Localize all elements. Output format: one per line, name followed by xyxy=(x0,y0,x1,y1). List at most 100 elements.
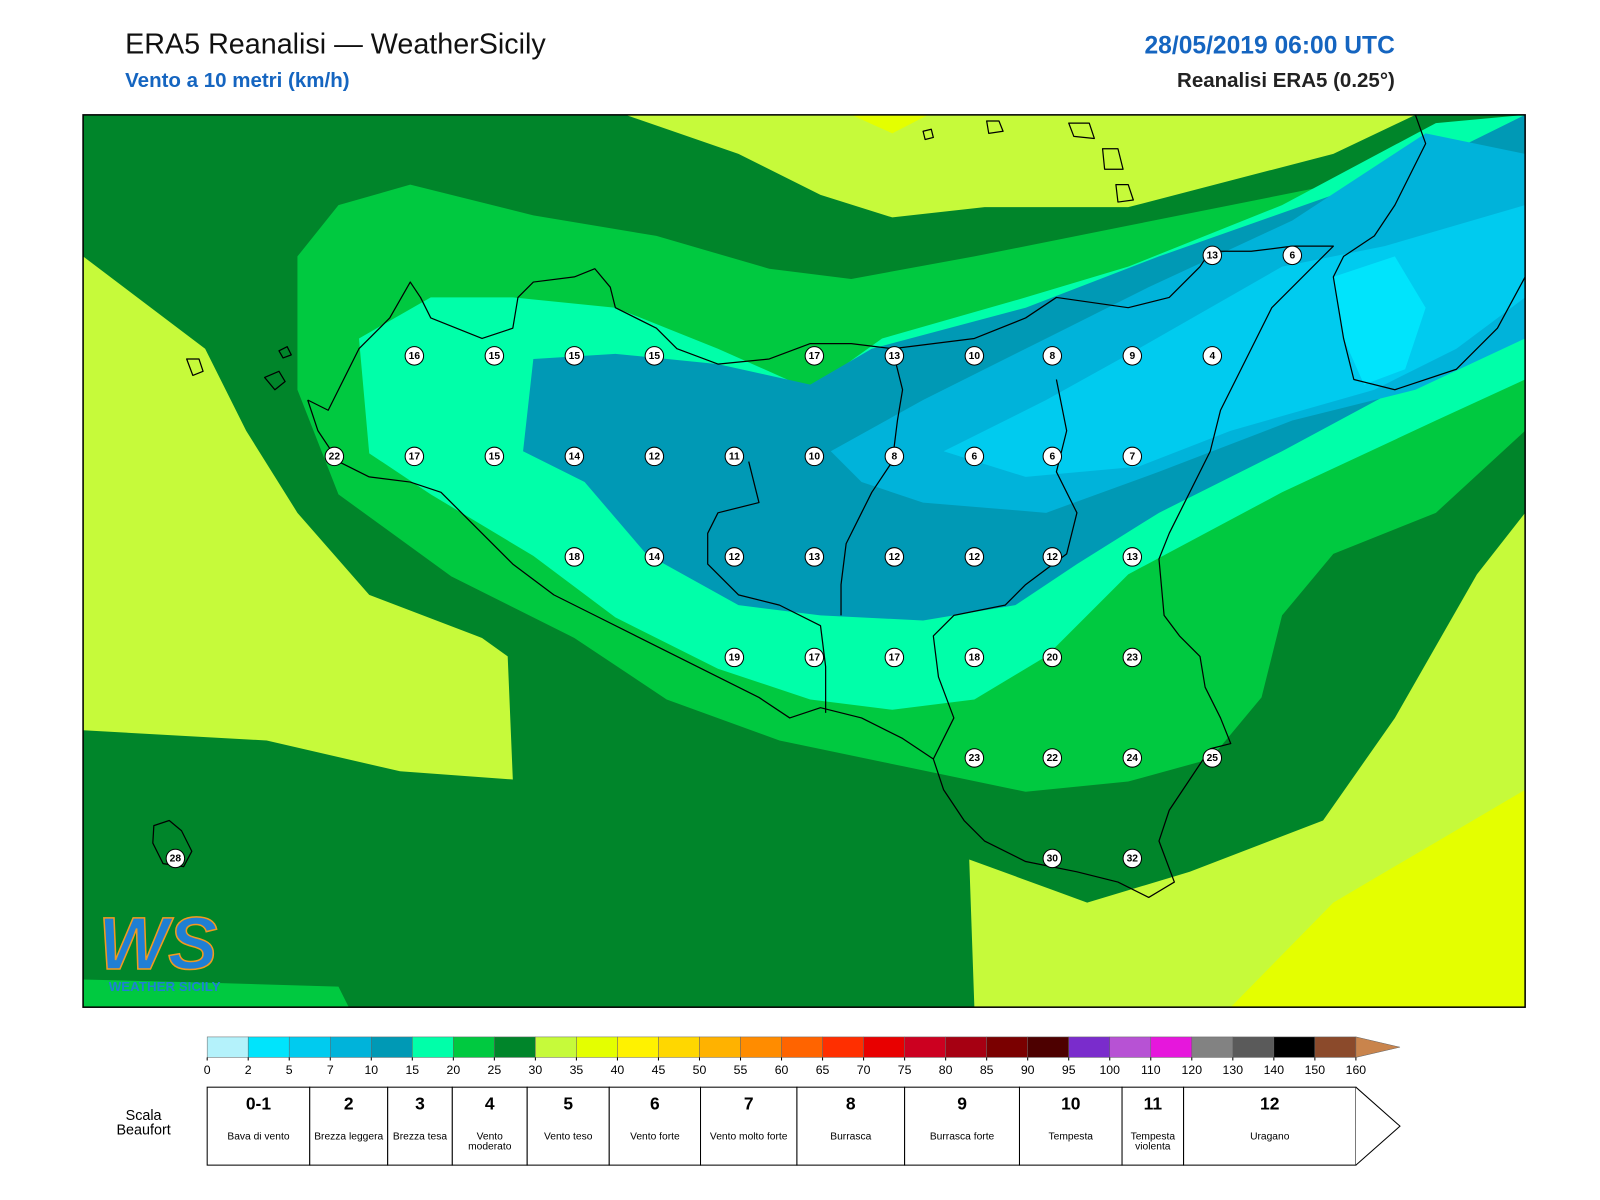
station-value: 20 xyxy=(1047,653,1059,664)
beaufort-box xyxy=(206,1086,311,1166)
station-marker xyxy=(1282,245,1303,266)
colorbar-tick-label: 150 xyxy=(1305,1063,1326,1077)
beaufort-force: 0-1 xyxy=(246,1094,271,1114)
beaufort-description-box: Tempesta xyxy=(1049,1132,1093,1142)
beaufort-description-box: Burrasca forte xyxy=(930,1132,994,1142)
province-border xyxy=(932,379,1078,760)
station-marker xyxy=(404,346,425,366)
logo-name: WEATHER SICILY xyxy=(109,979,221,994)
colorbar-tick-label: 25 xyxy=(488,1063,502,1077)
colorbar-tick-label: 35 xyxy=(570,1063,584,1077)
beaufort-arrow xyxy=(1355,1086,1401,1166)
colorbar-swatch xyxy=(453,1036,495,1058)
station-value: 15 xyxy=(489,452,501,463)
wind-band xyxy=(83,979,349,1008)
station-marker xyxy=(484,446,505,467)
colorbar-tick-label: 65 xyxy=(816,1063,830,1077)
province-border xyxy=(840,348,904,616)
colorbar-tick-label: 0 xyxy=(204,1063,211,1077)
station-marker xyxy=(564,346,585,366)
wind-field xyxy=(83,114,1526,1008)
subtitle: Vento a 10 metri (km/h) xyxy=(125,69,349,92)
station-value: 15 xyxy=(569,351,581,362)
coastline xyxy=(307,245,1334,899)
station-marker xyxy=(324,446,345,467)
beaufort-force: 3 xyxy=(415,1094,425,1114)
colorbar-swatch xyxy=(329,1036,372,1058)
colorbar-tick-label: 45 xyxy=(652,1063,666,1077)
beaufort-description-box: Vento teso xyxy=(543,1132,593,1143)
station-value: 17 xyxy=(889,653,901,664)
station-marker xyxy=(884,346,905,366)
beaufort-force: 12 xyxy=(1260,1094,1279,1114)
station-marker xyxy=(1122,346,1143,366)
colorbar-tick-label: 80 xyxy=(939,1063,953,1077)
colorbar-swatch xyxy=(1314,1036,1357,1058)
logo: WS WEATHER SICILY xyxy=(98,901,221,994)
beaufort-description-box: Uragano xyxy=(1250,1132,1289,1142)
station-value: 14 xyxy=(649,552,661,563)
station-marker xyxy=(964,547,985,567)
station-marker xyxy=(1042,848,1063,869)
beaufort-box xyxy=(608,1086,702,1166)
station-value: 8 xyxy=(892,452,898,463)
station-marker xyxy=(884,647,905,668)
station-value: 32 xyxy=(1127,854,1139,865)
colorbar-tick-label: 15 xyxy=(405,1063,419,1077)
station-marker xyxy=(724,647,745,668)
station-marker xyxy=(804,346,825,366)
colorbar-tick-label: 70 xyxy=(857,1063,871,1077)
colorbar-tick-label: 7 xyxy=(327,1063,334,1077)
station-value: 10 xyxy=(809,452,821,463)
station-value: 10 xyxy=(969,351,981,362)
beaufort-description: Vento teso xyxy=(543,1132,593,1143)
colorbar-swatch xyxy=(699,1036,741,1058)
colorbar-swatch xyxy=(371,1036,413,1058)
station-marker xyxy=(1122,647,1143,668)
beaufort-description-box: Vento forte xyxy=(630,1132,680,1142)
station-marker xyxy=(1202,346,1223,366)
station-value: 4 xyxy=(1209,351,1215,362)
beaufort-box xyxy=(387,1086,453,1166)
station-value: 25 xyxy=(1207,753,1219,764)
station-marker xyxy=(1122,547,1143,567)
beaufort-force: 8 xyxy=(846,1094,856,1114)
station-value: 28 xyxy=(170,854,182,865)
colorbar: 0 2 5 7 10 15 20 25 30 35 40 45 50 55 60 65 70 75 80 85 90 95… xyxy=(204,1036,1401,1077)
beaufort-force: 9 xyxy=(957,1094,967,1114)
colorbar-swatch xyxy=(1273,1036,1316,1058)
colorbar-swatch xyxy=(412,1036,454,1058)
beaufort-description: Bava di vento xyxy=(227,1132,290,1143)
station-value: 17 xyxy=(409,452,421,463)
station-value: 24 xyxy=(1127,753,1139,764)
station-marker xyxy=(1122,446,1143,467)
colorbar-tick-label: 10 xyxy=(364,1063,378,1077)
station-marker xyxy=(644,346,665,366)
station-value: 11 xyxy=(729,452,740,463)
station-value: 13 xyxy=(1207,251,1219,262)
station-marker xyxy=(964,446,985,467)
beaufort-description: Brezza tesa xyxy=(392,1132,448,1143)
station-marker xyxy=(1202,245,1223,266)
station-marker xyxy=(884,446,905,467)
map-frame xyxy=(82,114,1526,1008)
station-marker xyxy=(644,446,665,467)
colorbar-swatch xyxy=(1027,1036,1069,1058)
province-border xyxy=(707,461,827,713)
beaufort-force: 6 xyxy=(650,1094,660,1114)
wind-band xyxy=(83,256,513,780)
beaufort-force: 10 xyxy=(1061,1094,1080,1114)
colorbar-tick-label: 55 xyxy=(734,1063,748,1077)
colorbar-swatch xyxy=(535,1036,577,1058)
station-value: 12 xyxy=(649,452,661,463)
colorbar-swatch xyxy=(247,1036,290,1058)
beaufort-box xyxy=(699,1086,798,1166)
station-value: 8 xyxy=(1049,351,1055,362)
colorbar-swatch xyxy=(822,1036,864,1058)
station-marker xyxy=(1122,748,1143,768)
station-value: 12 xyxy=(969,552,981,563)
colorbar-swatch xyxy=(576,1036,618,1058)
beaufort-force: 7 xyxy=(744,1094,754,1114)
